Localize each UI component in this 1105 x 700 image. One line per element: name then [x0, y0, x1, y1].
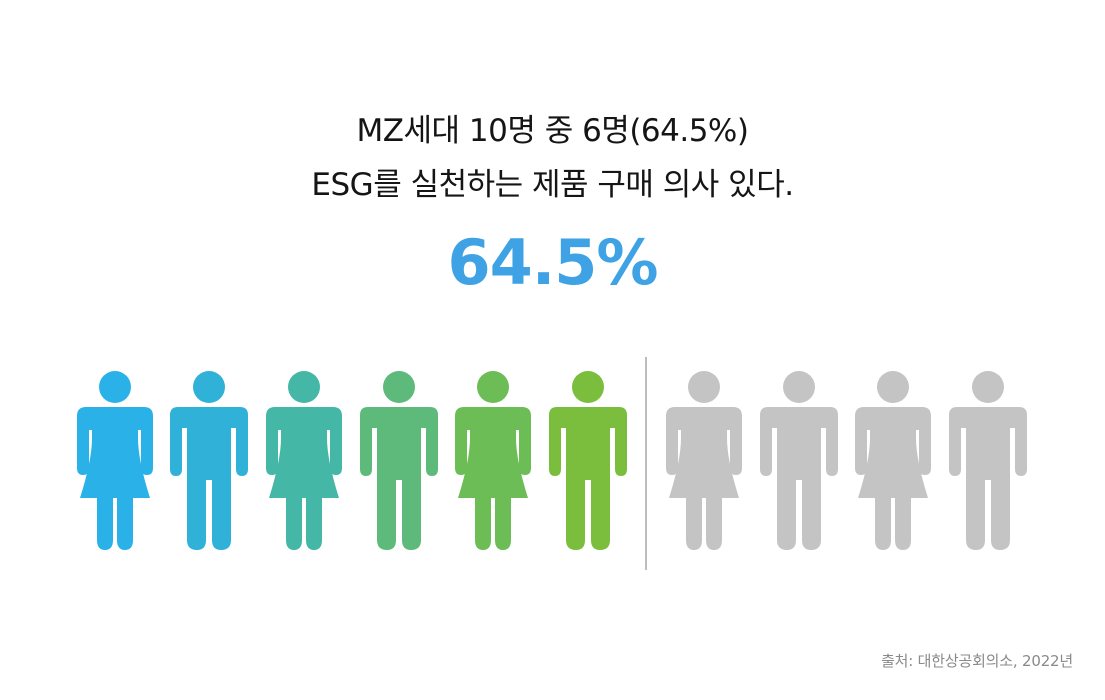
- female-person-icon: [77, 371, 153, 550]
- male-person-icon: [949, 371, 1027, 550]
- male-person-icon: [170, 371, 248, 550]
- female-person-icon: [855, 371, 931, 550]
- male-person-icon: [549, 371, 627, 550]
- headline-line-2: ESG를 실천하는 제품 구매 의사 있다.: [311, 167, 794, 203]
- female-person-icon: [666, 371, 742, 550]
- source-note: 출처: 대한상공회의소, 2022년: [881, 652, 1073, 670]
- big-percentage-value: 64.5%: [447, 226, 658, 299]
- female-person-icon: [266, 371, 342, 550]
- headline-line-1: MZ세대 10명 중 6명(64.5%): [356, 113, 749, 149]
- male-person-icon: [760, 371, 838, 550]
- male-person-icon: [360, 371, 438, 550]
- female-person-icon: [455, 371, 531, 550]
